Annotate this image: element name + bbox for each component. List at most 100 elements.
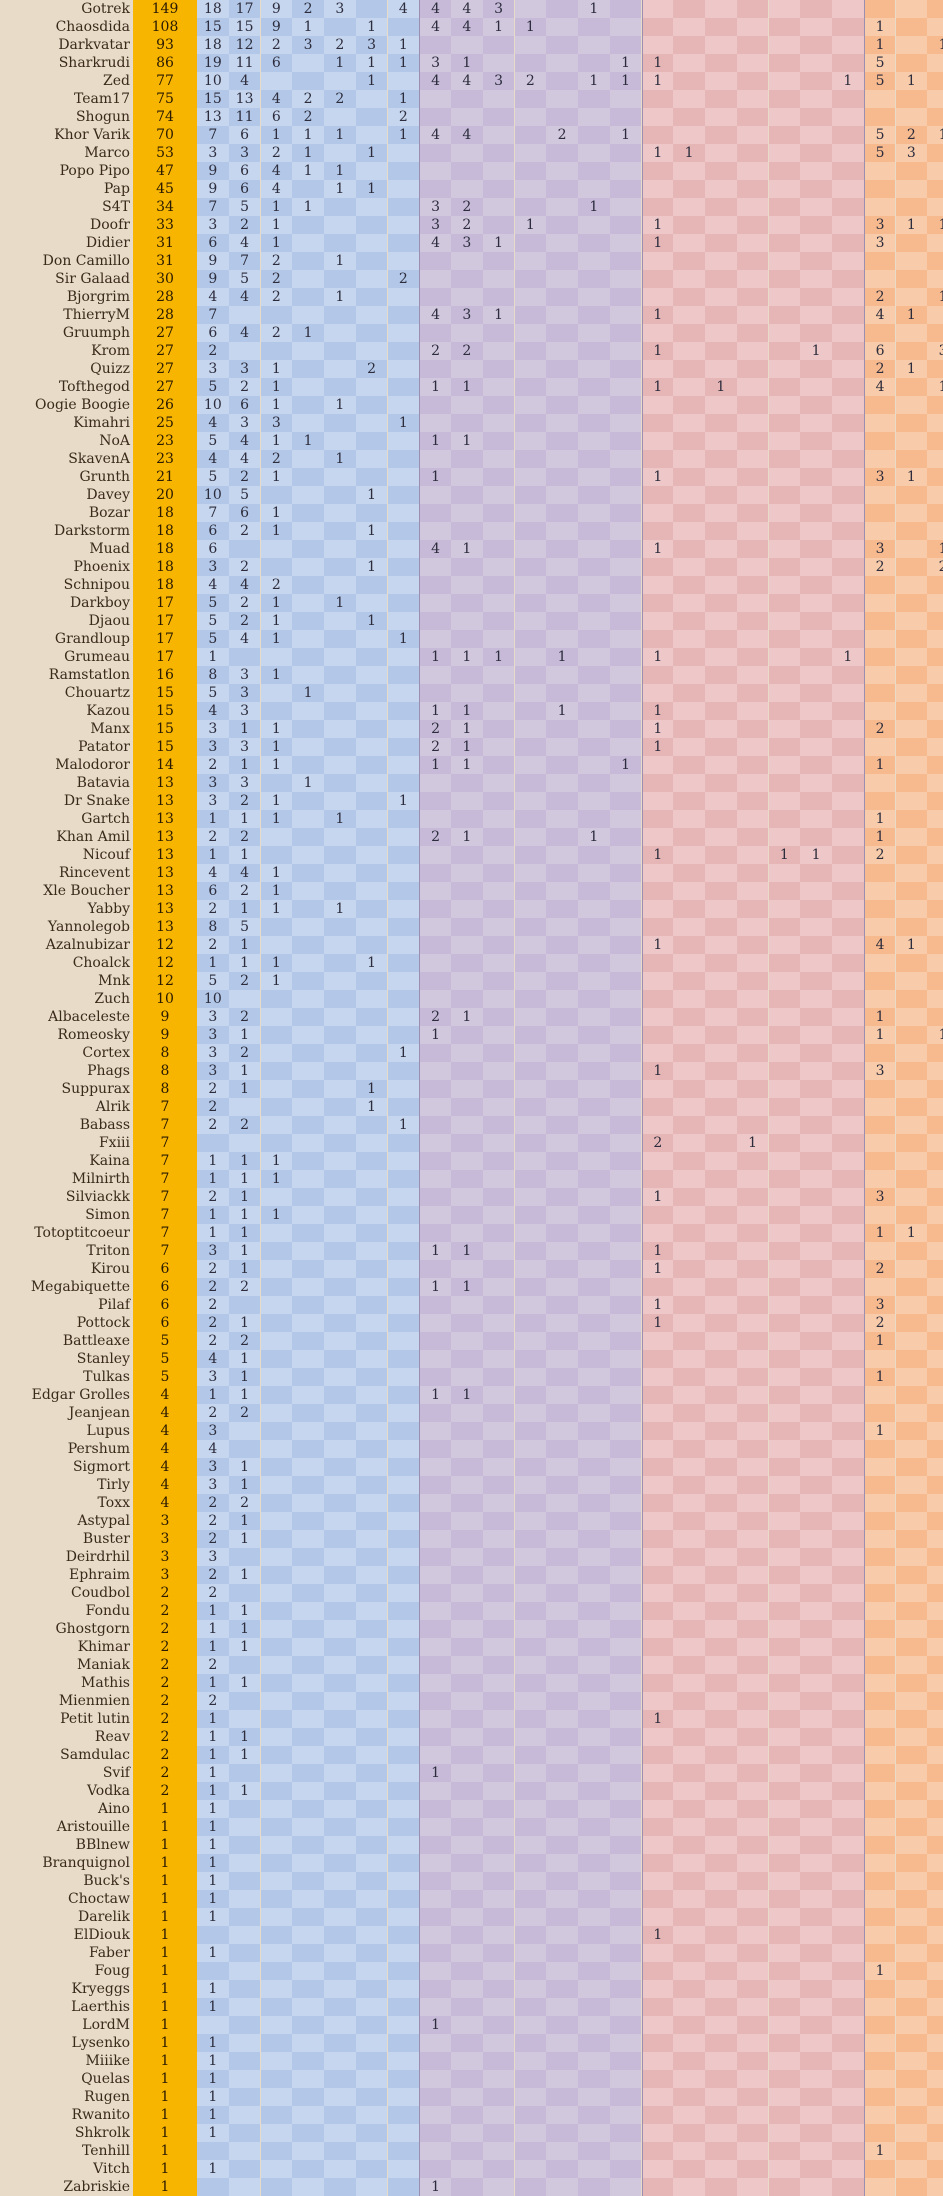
stat-cell <box>514 324 547 342</box>
stat-cell <box>546 774 578 792</box>
stat-cell <box>832 450 864 468</box>
player-name: Gruumph <box>0 324 130 342</box>
stat-cell <box>705 1296 737 1314</box>
stat-cell <box>514 1512 547 1530</box>
player-name: Xle Boucher <box>0 882 130 900</box>
stat-cell <box>832 468 864 486</box>
stat-cell <box>927 1206 943 1224</box>
stat-cell <box>355 2178 388 2196</box>
stat-cell <box>895 324 928 342</box>
stat-cell <box>546 1746 578 1764</box>
stat-cell <box>355 1314 388 1332</box>
stat-cell <box>578 342 610 360</box>
stat-cell <box>355 1710 388 1728</box>
stat-cell <box>705 108 737 126</box>
stat-cell: 1 <box>451 378 483 396</box>
stat-cell: 2 <box>419 1008 451 1026</box>
stat-cell <box>863 1620 896 1638</box>
stat-cell <box>451 1530 483 1548</box>
stat-cell <box>514 1296 547 1314</box>
stat-cell <box>324 378 356 396</box>
stat-cell <box>419 630 451 648</box>
stat-cell <box>578 1476 610 1494</box>
player-name: Yannolegob <box>0 918 130 936</box>
stat-cell <box>736 1026 769 1044</box>
stat-cell <box>768 486 801 504</box>
stat-cell: 6 <box>197 540 229 558</box>
stat-cell <box>578 954 610 972</box>
stat-cell <box>673 828 705 846</box>
stat-cell <box>578 1062 610 1080</box>
stat-cell <box>895 90 928 108</box>
stat-cell <box>609 180 642 198</box>
stat-cell <box>895 1674 928 1692</box>
stat-cell <box>260 1296 293 1314</box>
stat-cell <box>609 1800 642 1818</box>
stat-cell <box>673 1692 705 1710</box>
stat-cell <box>800 162 832 180</box>
stat-cell <box>324 1080 356 1098</box>
stat-cell <box>451 594 483 612</box>
stat-cell <box>736 504 769 522</box>
stat-cell <box>578 450 610 468</box>
stat-cell <box>578 1170 610 1188</box>
stat-cell <box>419 810 451 828</box>
stat-cell <box>927 1332 943 1350</box>
player-total: 1 <box>133 1962 197 1980</box>
stat-cell <box>736 1224 769 1242</box>
stat-cell <box>514 2178 547 2196</box>
stat-cell <box>546 882 578 900</box>
stat-cell: 1 <box>324 900 356 918</box>
stat-cell: 1 <box>387 630 420 648</box>
stat-cell <box>768 1674 801 1692</box>
stat-cell <box>578 612 610 630</box>
stat-cell: 5 <box>228 270 261 288</box>
stat-cell <box>641 270 674 288</box>
stat-cell <box>673 1494 705 1512</box>
stat-cell <box>514 1134 547 1152</box>
stat-cell <box>609 1782 642 1800</box>
stat-cell <box>705 594 737 612</box>
stat-cell <box>451 1890 483 1908</box>
player-total: 2 <box>133 1638 197 1656</box>
stat-cell <box>895 630 928 648</box>
stat-cell <box>419 1350 451 1368</box>
player-total: 3 <box>133 1548 197 1566</box>
stat-cell: 1 <box>863 1008 896 1026</box>
stat-cell <box>419 414 451 432</box>
stat-cell <box>355 162 388 180</box>
stat-cell <box>260 1026 293 1044</box>
stat-cell <box>419 324 451 342</box>
stat-cell <box>260 306 293 324</box>
stat-cell: 3 <box>228 144 261 162</box>
stat-cell <box>609 1944 642 1962</box>
stat-cell <box>324 486 356 504</box>
stat-cell: 6 <box>197 522 229 540</box>
stat-cell: 1 <box>927 216 943 234</box>
stat-cell <box>514 1602 547 1620</box>
stat-cell <box>641 1548 674 1566</box>
stat-cell <box>482 2052 515 2070</box>
stat-cell <box>895 1188 928 1206</box>
stat-cell <box>387 702 420 720</box>
stat-cell <box>768 414 801 432</box>
stat-cell <box>546 1278 578 1296</box>
stat-cell <box>863 1602 896 1620</box>
stat-cell: 2 <box>260 144 293 162</box>
stat-cell <box>768 1152 801 1170</box>
stat-cell <box>260 1530 293 1548</box>
stat-cell <box>863 2160 896 2178</box>
stat-cell: 1 <box>736 1134 769 1152</box>
stat-cell <box>482 1224 515 1242</box>
stat-cell <box>292 1098 324 1116</box>
stat-cell <box>514 36 547 54</box>
stat-cell <box>768 180 801 198</box>
stat-cell <box>832 1098 864 1116</box>
stat-cell <box>863 792 896 810</box>
stat-cell: 11 <box>228 108 261 126</box>
stat-cell <box>514 1926 547 1944</box>
stat-cell: 1 <box>260 792 293 810</box>
stat-cell: 2 <box>387 108 420 126</box>
stat-cell <box>482 432 515 450</box>
stat-cell <box>292 1422 324 1440</box>
